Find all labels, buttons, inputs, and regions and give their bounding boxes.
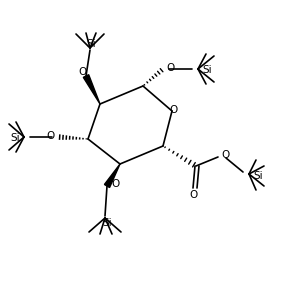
Text: O: O [47, 131, 55, 141]
Text: O: O [221, 150, 229, 160]
Text: O: O [166, 63, 174, 73]
Text: Si: Si [10, 133, 20, 143]
Polygon shape [104, 164, 120, 188]
Text: Si: Si [202, 65, 212, 75]
Text: O: O [170, 105, 178, 115]
Text: O: O [190, 190, 198, 200]
Text: O: O [79, 67, 87, 77]
Polygon shape [83, 75, 100, 104]
Text: Si: Si [102, 218, 112, 228]
Text: O: O [111, 179, 119, 189]
Text: Si: Si [253, 171, 263, 181]
Text: Si: Si [86, 39, 96, 49]
